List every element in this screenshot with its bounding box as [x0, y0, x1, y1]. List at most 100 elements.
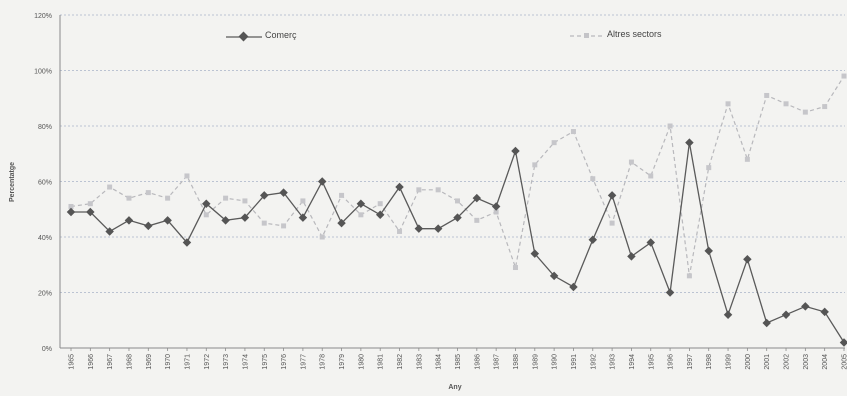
- series-comerc: [67, 138, 847, 346]
- point-altres-sectors-1994: [629, 160, 634, 165]
- x-tick-label-1985: 1985: [455, 354, 462, 370]
- x-tick-label-1969: 1969: [146, 354, 153, 370]
- point-altres-sectors-1990: [552, 140, 557, 145]
- x-tick-label-1984: 1984: [436, 354, 443, 370]
- y-tick-label-0: 0%: [42, 346, 52, 353]
- point-altres-sectors-2003: [803, 110, 808, 115]
- point-altres-sectors-1973: [223, 196, 228, 201]
- point-altres-sectors-1984: [436, 187, 441, 192]
- y-tick-label-20: 20%: [38, 291, 52, 298]
- x-tick-label-1980: 1980: [358, 354, 365, 370]
- point-altres-sectors-1985: [455, 198, 460, 203]
- point-altres-sectors-1992: [590, 176, 595, 181]
- x-tick-label-1988: 1988: [513, 354, 520, 370]
- point-altres-sectors-1981: [378, 201, 383, 206]
- point-altres-sectors-1979: [339, 193, 344, 198]
- x-tick-label-1989: 1989: [532, 354, 539, 370]
- point-altres-sectors-1978: [320, 235, 325, 240]
- series-altres-sectors: [69, 74, 847, 279]
- x-tick-label-1975: 1975: [262, 354, 269, 370]
- point-altres-sectors-1989: [532, 162, 537, 167]
- point-altres-sectors-1983: [416, 187, 421, 192]
- y-tick-label-80: 80%: [38, 124, 52, 131]
- legend: Comerç Altres sectors: [226, 29, 662, 41]
- y-axis-label: Percentatge: [9, 162, 16, 202]
- point-altres-sectors-1972: [204, 212, 209, 217]
- point-altres-sectors-1977: [300, 198, 305, 203]
- point-comerc-1968: [125, 216, 133, 224]
- y-tick-label-100: 100%: [34, 69, 52, 76]
- point-comerc-1982: [395, 183, 403, 191]
- legend-label-altres: Altres sectors: [607, 29, 662, 39]
- point-comerc-1997: [685, 138, 693, 146]
- x-tick-label-1990: 1990: [552, 354, 559, 370]
- point-comerc-1988: [511, 147, 519, 155]
- x-tick-label-2004: 2004: [822, 354, 829, 370]
- x-tick-label-1983: 1983: [416, 354, 423, 370]
- point-altres-sectors-1997: [687, 273, 692, 278]
- point-comerc-2004: [820, 308, 828, 316]
- x-tick-label-1997: 1997: [687, 354, 694, 370]
- legend-marker-comerc: [239, 32, 249, 42]
- point-altres-sectors-1988: [513, 265, 518, 270]
- point-comerc-1996: [666, 288, 674, 296]
- x-tick-label-1976: 1976: [281, 354, 288, 370]
- point-altres-sectors-1976: [281, 223, 286, 228]
- point-comerc-2003: [801, 302, 809, 310]
- point-altres-sectors-1986: [474, 218, 479, 223]
- x-tick-label-2002: 2002: [784, 354, 791, 370]
- y-tick-labels: 0%20%40%60%80%100%120%: [34, 13, 52, 353]
- legend-marker-altres: [584, 33, 589, 38]
- point-altres-sectors-1993: [610, 221, 615, 226]
- point-comerc-2000: [743, 255, 751, 263]
- x-tick-label-1994: 1994: [629, 354, 636, 370]
- legend-entry-altres-sectors: Altres sectors: [570, 29, 662, 39]
- point-altres-sectors-1998: [706, 165, 711, 170]
- point-altres-sectors-1968: [126, 196, 131, 201]
- point-altres-sectors-1969: [146, 190, 151, 195]
- point-altres-sectors-1975: [262, 221, 267, 226]
- x-tick-label-1978: 1978: [320, 354, 327, 370]
- point-comerc-1981: [376, 211, 384, 219]
- point-altres-sectors-2002: [784, 101, 789, 106]
- point-altres-sectors-1982: [397, 229, 402, 234]
- point-comerc-1994: [627, 252, 635, 260]
- legend-entry-comerc: Comerç: [226, 30, 297, 41]
- x-tick-label-1966: 1966: [88, 354, 95, 370]
- point-comerc-1991: [569, 283, 577, 291]
- point-altres-sectors-1980: [358, 212, 363, 217]
- x-tick-label-1977: 1977: [300, 354, 307, 370]
- x-tick-label-1991: 1991: [571, 354, 578, 370]
- y-tick-label-60: 60%: [38, 180, 52, 187]
- point-altres-sectors-1974: [242, 198, 247, 203]
- x-tick-label-1967: 1967: [107, 354, 114, 370]
- x-tick-label-1970: 1970: [165, 354, 172, 370]
- x-tick-label-1971: 1971: [184, 354, 191, 370]
- x-tick-label-2005: 2005: [842, 354, 847, 370]
- point-comerc-2002: [782, 310, 790, 318]
- y-tick-label-40: 40%: [38, 235, 52, 242]
- x-tick-label-1992: 1992: [590, 354, 597, 370]
- x-tick-label-2001: 2001: [764, 354, 771, 370]
- point-comerc-1987: [492, 202, 500, 210]
- x-tick-label-2000: 2000: [745, 354, 752, 370]
- series-layer: [67, 74, 847, 347]
- x-tick-label-1993: 1993: [610, 354, 617, 370]
- point-comerc-1969: [144, 222, 152, 230]
- x-tick-label-1987: 1987: [494, 354, 501, 370]
- x-tick-label-1996: 1996: [668, 354, 675, 370]
- point-altres-sectors-1995: [648, 173, 653, 178]
- point-altres-sectors-1991: [571, 129, 576, 134]
- point-altres-sectors-2004: [822, 104, 827, 109]
- point-altres-sectors-1996: [668, 124, 673, 129]
- point-comerc-2001: [762, 319, 770, 327]
- x-tick-label-1979: 1979: [339, 354, 346, 370]
- point-comerc-1965: [67, 208, 75, 216]
- point-altres-sectors-1971: [184, 173, 189, 178]
- point-altres-sectors-2005: [842, 74, 847, 79]
- point-comerc-1983: [415, 224, 423, 232]
- x-tick-label-1972: 1972: [204, 354, 211, 370]
